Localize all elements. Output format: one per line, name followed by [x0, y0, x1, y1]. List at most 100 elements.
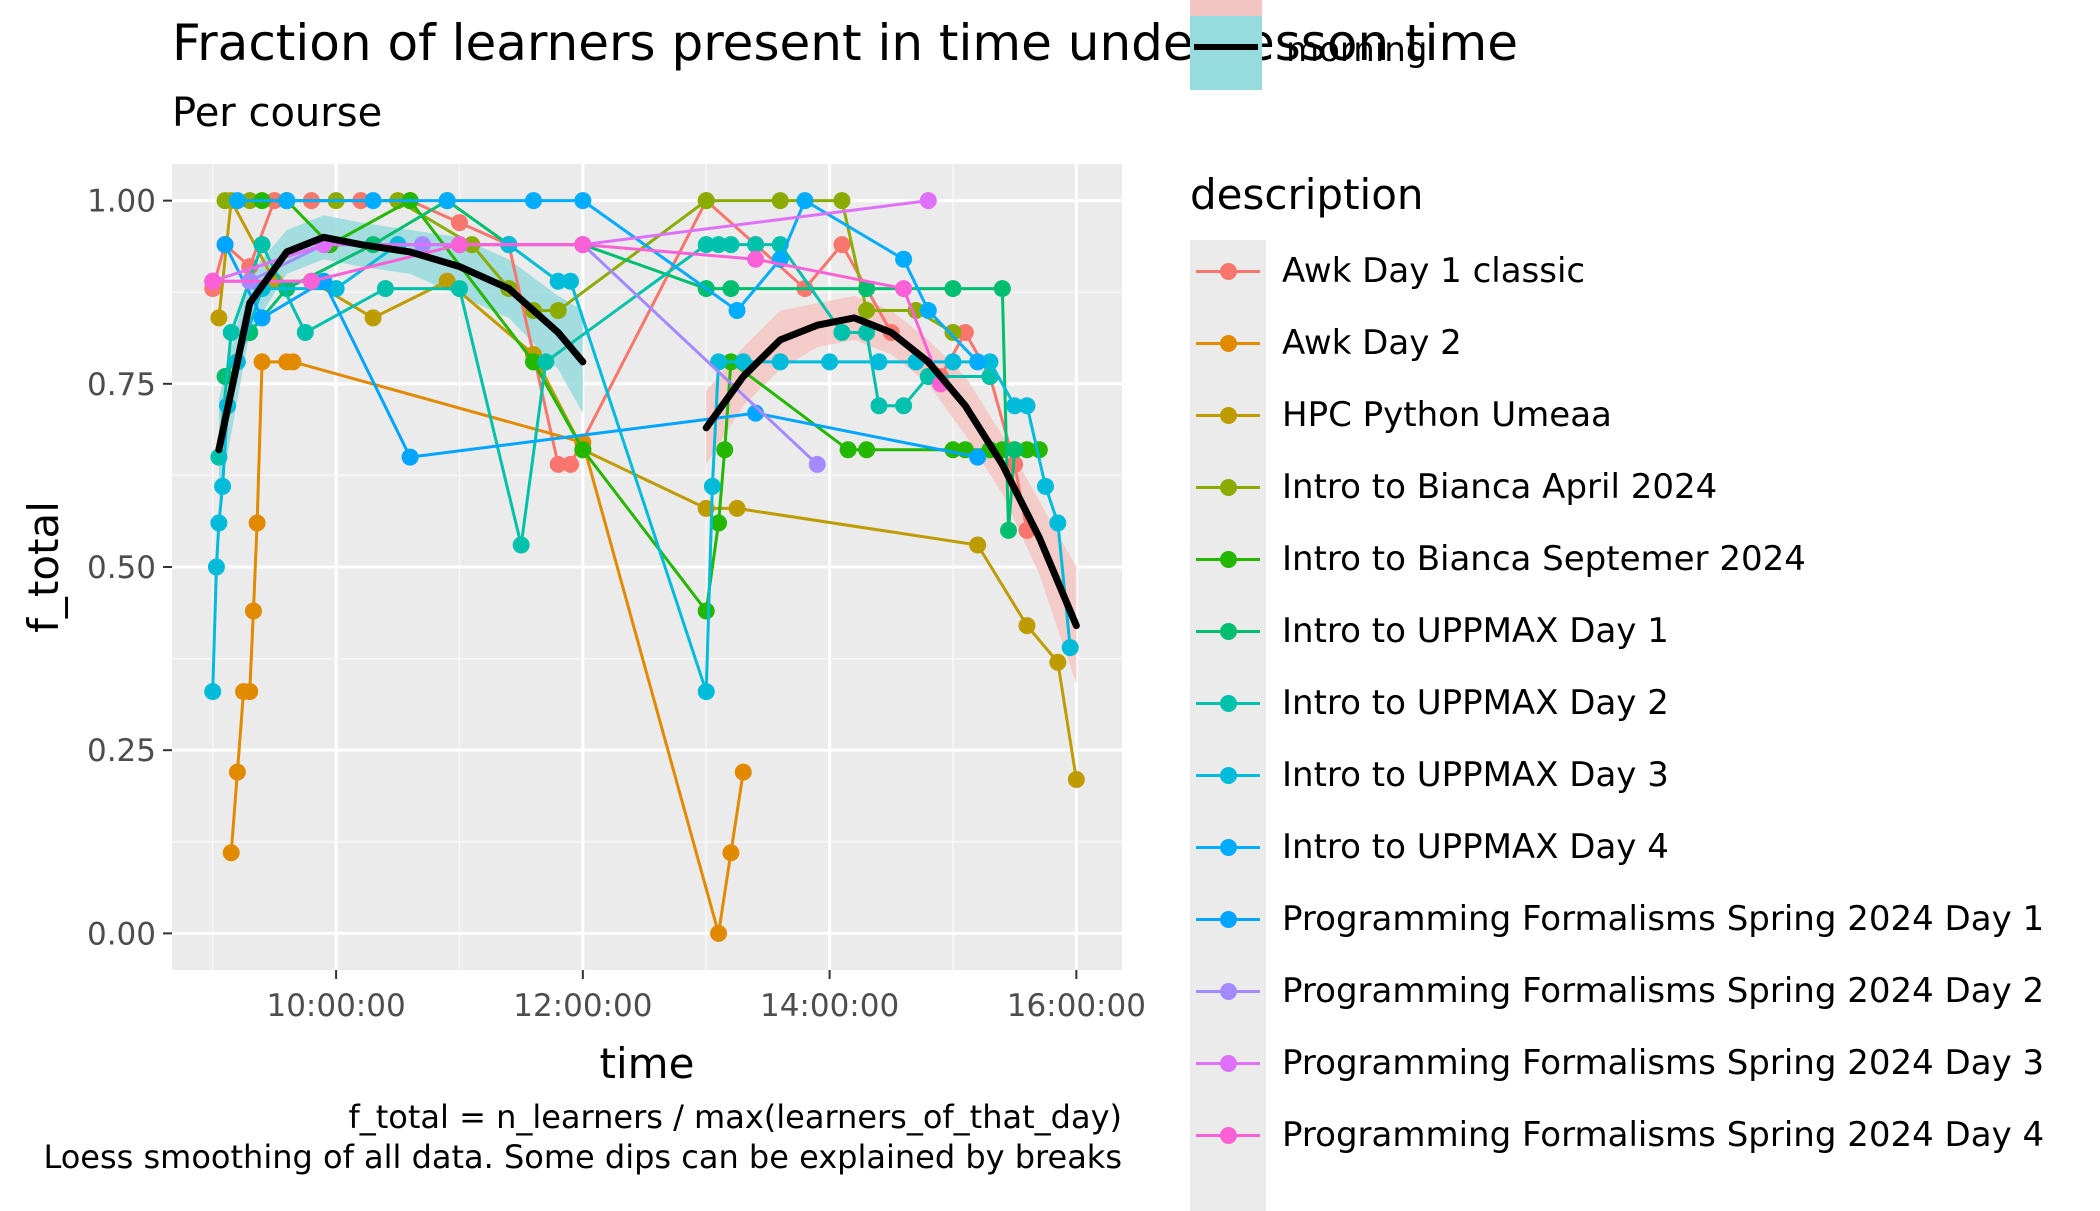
smooth-line-afternoon [702, 314, 1080, 630]
legend-item: Intro to UPPMAX Day 2 [1190, 667, 2080, 739]
data-point [450, 214, 468, 232]
data-point [1018, 441, 1036, 459]
legend-item: Awk Day 2 [1190, 307, 2080, 379]
legend-item-label: Intro to UPPMAX Day 3 [1282, 755, 1669, 795]
y-tick-label: 0.75 [87, 367, 156, 403]
data-point [253, 236, 271, 254]
data-point [364, 309, 382, 327]
data-point [222, 324, 240, 342]
data-point [895, 280, 913, 298]
data-point [956, 324, 974, 342]
data-point [1049, 653, 1067, 671]
smooth-legend-label: morning [1286, 30, 1428, 70]
data-point [722, 280, 740, 298]
data-point [722, 844, 740, 862]
data-point [574, 236, 592, 254]
legend-items: Awk Day 1 classic Awk Day 2 HPC Python Ume… [1190, 235, 2080, 1171]
legend-key-icon [1190, 667, 1266, 739]
legend-item: Awk Day 1 classic [1190, 235, 2080, 307]
data-point [993, 280, 1011, 298]
data-point [858, 302, 876, 320]
legend-item: Programming Formalisms Spring 2024 Day 3 [1190, 1027, 2080, 1099]
y-tick-label: 1.00 [87, 184, 156, 220]
data-point [796, 192, 814, 210]
data-point [364, 192, 382, 210]
data-point [244, 602, 262, 620]
legend-item-label: HPC Python Umeaa [1282, 395, 1612, 435]
data-point [710, 514, 728, 532]
x-axis-title: time [600, 1039, 695, 1088]
legend-item-label: Awk Day 2 [1282, 323, 1462, 363]
series-line [223, 243, 978, 459]
data-point [1061, 639, 1079, 657]
legend-item: Intro to Bianca Septemer 2024 [1190, 523, 2080, 595]
legend-item: HPC Python Umeaa [1190, 379, 2080, 451]
legend-key-background [1190, 240, 1266, 1211]
data-point [821, 353, 839, 371]
legend-item-label: Intro to Bianca April 2024 [1282, 467, 1718, 507]
data-point [1067, 770, 1085, 788]
data-point [697, 602, 715, 620]
data-point [1006, 441, 1024, 459]
data-point [284, 353, 302, 371]
data-point [944, 324, 962, 342]
data-point [969, 536, 987, 554]
data-point [944, 280, 962, 298]
legend-key-icon [1190, 1027, 1266, 1099]
legend-key-icon [1190, 307, 1266, 379]
data-point [253, 309, 271, 327]
legend-item: Programming Formalisms Spring 2024 Day 4 [1190, 1099, 2080, 1171]
data-point [438, 192, 456, 210]
data-point [697, 236, 715, 254]
data-point [222, 844, 240, 862]
data-point [771, 353, 789, 371]
data-point [1018, 617, 1036, 635]
x-tick-label: 12:00:00 [513, 988, 652, 1024]
legend-item-label: Awk Day 1 classic [1282, 251, 1586, 291]
data-point [302, 272, 320, 290]
legend-item-label: Programming Formalisms Spring 2024 Day 4 [1282, 1115, 2045, 1155]
legend-item: Programming Formalisms Spring 2024 Day 1 [1190, 883, 2080, 955]
data-point [734, 763, 752, 781]
data-point [214, 477, 232, 495]
data-point [549, 302, 567, 320]
data-point [697, 683, 715, 701]
legend-key-icon [1190, 739, 1266, 811]
y-axis-title: f_total [19, 501, 68, 633]
legend-key-icon [1190, 811, 1266, 883]
ribbon-morning [218, 215, 583, 502]
data-point [1006, 397, 1024, 415]
data-point [574, 441, 592, 459]
data-point [969, 353, 987, 371]
data-point [210, 514, 228, 532]
legend-item-label: Intro to Bianca Septemer 2024 [1282, 539, 1806, 579]
ribbon-afternoon [706, 295, 1077, 685]
caption-note: Loess smoothing of all data. Some dips c… [43, 1138, 1122, 1176]
chart-subtitle: Per course [172, 90, 383, 136]
data-point [747, 250, 765, 268]
data-point [228, 192, 246, 210]
data-point [710, 236, 728, 254]
series-line [237, 198, 979, 363]
data-point [1018, 397, 1036, 415]
legend-key-icon [1190, 379, 1266, 451]
data-point [204, 272, 222, 290]
legend-key-icon [1190, 883, 1266, 955]
legend-key-icon [1190, 595, 1266, 667]
data-point [549, 272, 567, 290]
legend-item-label: Programming Formalisms Spring 2024 Day 3 [1282, 1043, 2045, 1083]
data-point [278, 192, 296, 210]
data-point [228, 763, 246, 781]
data-point [747, 236, 765, 254]
data-point [537, 353, 555, 371]
data-point [216, 367, 234, 385]
data-point [919, 302, 937, 320]
legend-key-icon [1190, 451, 1266, 523]
data-point [728, 302, 746, 320]
caption-formula: f_total = n_learners / max(learners_of_t… [348, 1098, 1122, 1136]
data-point [734, 353, 752, 371]
data-point [574, 192, 592, 210]
data-point [870, 397, 888, 415]
data-point [895, 397, 913, 415]
legend-item: Intro to UPPMAX Day 3 [1190, 739, 2080, 811]
